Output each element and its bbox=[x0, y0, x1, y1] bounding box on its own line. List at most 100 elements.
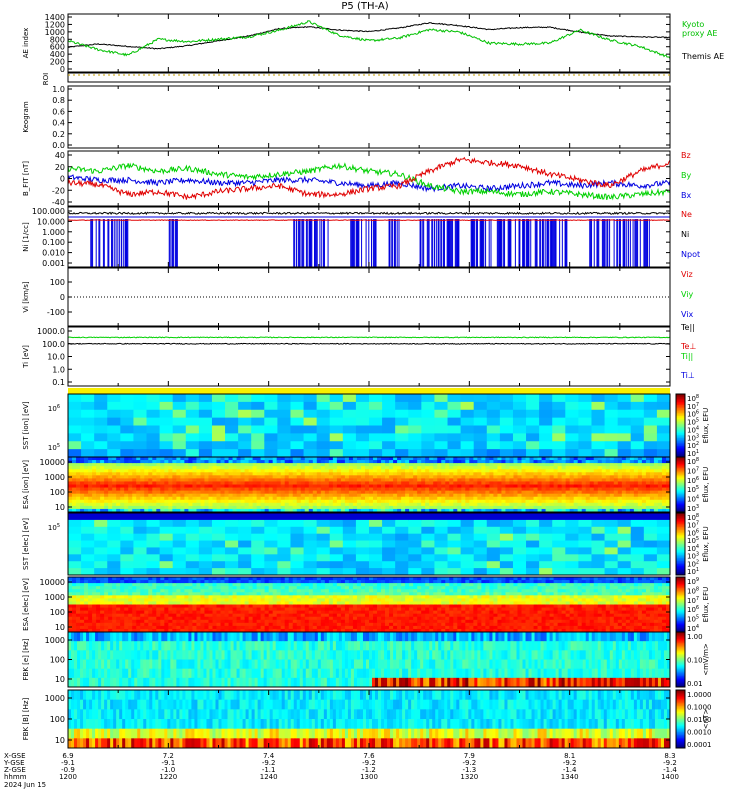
esa-ion-cell bbox=[269, 463, 273, 466]
esa-ion-cell bbox=[445, 457, 449, 460]
sst-elec-cell bbox=[395, 568, 408, 575]
esa-ion-cell bbox=[493, 475, 497, 478]
esa-ion-cell bbox=[317, 469, 321, 472]
sst-ion-cell bbox=[408, 441, 421, 449]
sst-elec-cell bbox=[343, 568, 356, 575]
esa-ion-cell bbox=[385, 478, 389, 481]
esa-elec-cell bbox=[184, 620, 188, 623]
esa-elec-cell bbox=[188, 577, 192, 580]
esa-ion-cell bbox=[610, 466, 614, 469]
sst-ion-cell bbox=[317, 394, 330, 402]
esa-ion-cell bbox=[658, 500, 662, 503]
esa-ion-cell bbox=[365, 466, 369, 469]
esa-elec-cell bbox=[172, 608, 176, 611]
esa-ion-cell bbox=[522, 478, 526, 481]
esa-ion-cell bbox=[642, 497, 646, 500]
esa-ion-cell bbox=[269, 506, 273, 509]
esa-ion-cell bbox=[437, 491, 441, 494]
esa-ion-cell bbox=[393, 500, 397, 503]
esa-ion-cell bbox=[245, 466, 249, 469]
esa-ion-cell bbox=[582, 506, 586, 509]
sst-ion-cell bbox=[225, 402, 238, 410]
esa-ion-cell bbox=[598, 503, 602, 506]
esa-elec-cell bbox=[136, 605, 140, 608]
sst-elec-cell bbox=[421, 534, 434, 541]
sst-elec-cell bbox=[487, 513, 500, 520]
sst-ion-cell bbox=[251, 433, 264, 441]
esa-ion-cell bbox=[160, 481, 164, 484]
esa-ion-cell bbox=[606, 497, 610, 500]
esa-elec-cell bbox=[225, 601, 229, 604]
esa-elec-cell bbox=[216, 608, 220, 611]
esa-elec-cell bbox=[132, 589, 136, 592]
esa-ion-cell bbox=[437, 503, 441, 506]
sst-ion-cell bbox=[343, 433, 356, 441]
esa-ion-cell bbox=[550, 488, 554, 491]
esa-elec-cell bbox=[108, 614, 112, 617]
esa-ion-cell bbox=[313, 463, 317, 466]
esa-ion-cell bbox=[534, 494, 538, 497]
esa-ion-cell bbox=[546, 460, 550, 463]
esa-elec-cell bbox=[229, 592, 233, 595]
esa-ion-cell bbox=[534, 491, 538, 494]
esa-ion-cell bbox=[393, 466, 397, 469]
esa-ion-cell bbox=[638, 466, 642, 469]
esa-ion-cell bbox=[76, 472, 80, 475]
esa-ion-cell bbox=[96, 469, 100, 472]
esa-ion-cell bbox=[128, 488, 132, 491]
sst-ion-cell bbox=[434, 433, 447, 441]
esa-ion-cell bbox=[377, 497, 381, 500]
esa-ion-cell bbox=[469, 503, 473, 506]
esa-ion-cell bbox=[297, 488, 301, 491]
sst-ion-cell bbox=[199, 410, 212, 418]
esa-ion-cell bbox=[654, 506, 658, 509]
esa-ion-cell bbox=[522, 460, 526, 463]
sst-elec-cell bbox=[461, 534, 474, 541]
esa-ion-cell bbox=[554, 469, 558, 472]
esa-ion-cell bbox=[578, 472, 582, 475]
sst-elec-cell bbox=[408, 527, 421, 534]
esa-ion-cell bbox=[144, 497, 148, 500]
esa-ion-cell bbox=[96, 488, 100, 491]
esa-ion-cell bbox=[273, 503, 277, 506]
esa-ion-cell bbox=[409, 485, 413, 488]
sst-elec-cell bbox=[173, 554, 186, 561]
esa-ion-cell bbox=[642, 503, 646, 506]
esa-ion-cell bbox=[493, 488, 497, 491]
esa-ion-cell bbox=[481, 478, 485, 481]
esa-ion-cell bbox=[385, 481, 389, 484]
esa-ion-cell bbox=[437, 472, 441, 475]
esa-ion-cell bbox=[349, 491, 353, 494]
esa-ion-cell bbox=[148, 469, 152, 472]
esa-ion-cell bbox=[164, 469, 168, 472]
esa-ion-cell bbox=[578, 460, 582, 463]
esa-ion-tick-label: 10000 bbox=[40, 458, 65, 467]
esa-ion-cell bbox=[144, 500, 148, 503]
esa-ion-cell bbox=[441, 485, 445, 488]
esa-ion-cell bbox=[188, 503, 192, 506]
esa-ion-cell bbox=[590, 485, 594, 488]
esa-ion-cell bbox=[108, 460, 112, 463]
esa-ion-cell bbox=[377, 463, 381, 466]
esa-ion-cell bbox=[477, 503, 481, 506]
sst-ion-cell bbox=[264, 394, 277, 402]
esa-ion-cell bbox=[578, 500, 582, 503]
esa-ion-cell bbox=[216, 500, 220, 503]
esa-elec-cell bbox=[229, 580, 233, 583]
esa-ion-cell bbox=[96, 485, 100, 488]
esa-elec-cell bbox=[76, 605, 80, 608]
esa-ion-cell bbox=[594, 500, 598, 503]
esa-elec-cell bbox=[96, 583, 100, 586]
esa-elec-cell bbox=[76, 601, 80, 604]
esa-ion-cell bbox=[128, 506, 132, 509]
esa-elec-cell bbox=[128, 577, 132, 580]
esa-elec-cell bbox=[100, 608, 104, 611]
esa-ion-cell bbox=[204, 472, 208, 475]
esa-elec-cell bbox=[249, 626, 253, 629]
sst-elec-cell bbox=[408, 568, 421, 575]
esa-ion-cell bbox=[277, 494, 281, 497]
esa-ion-cell bbox=[377, 475, 381, 478]
esa-elec-cell bbox=[112, 626, 116, 629]
esa-ion-cell bbox=[104, 475, 108, 478]
sst-elec-cell bbox=[552, 534, 565, 541]
